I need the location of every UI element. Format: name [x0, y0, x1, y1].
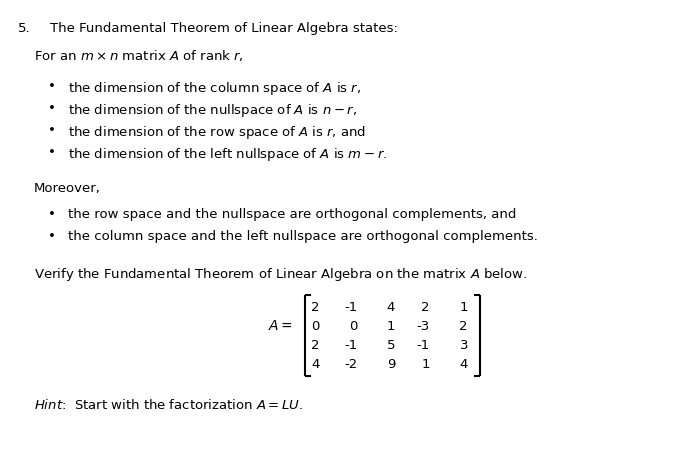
Text: •: •	[48, 124, 56, 137]
Text: 2: 2	[312, 301, 320, 314]
Text: the dimension of the row space of $A$ is $r$, and: the dimension of the row space of $A$ is…	[68, 124, 366, 141]
Text: For an $m \times n$ matrix $A$ of rank $r$,: For an $m \times n$ matrix $A$ of rank $…	[34, 48, 244, 63]
Text: 9: 9	[386, 358, 395, 371]
Text: Verify the Fundamental Theorem of Linear Algebra on the matrix $A$ below.: Verify the Fundamental Theorem of Linear…	[34, 266, 527, 283]
Text: 3: 3	[459, 339, 468, 352]
Text: 2: 2	[459, 320, 468, 333]
Text: Moreover,: Moreover,	[34, 182, 101, 195]
Text: the dimension of the nullspace of $A$ is $n - r$,: the dimension of the nullspace of $A$ is…	[68, 102, 357, 119]
Text: •: •	[48, 102, 56, 115]
Text: 4: 4	[312, 358, 320, 371]
Text: 0: 0	[312, 320, 320, 333]
Text: 2: 2	[421, 301, 430, 314]
Text: 1: 1	[386, 320, 395, 333]
Text: $\mathit{Hint}$:  Start with the factorization $A = LU$.: $\mathit{Hint}$: Start with the factoriz…	[34, 398, 303, 412]
Text: -1: -1	[344, 339, 358, 352]
Text: -1: -1	[416, 339, 430, 352]
Text: The Fundamental Theorem of Linear Algebra states:: The Fundamental Theorem of Linear Algebr…	[50, 22, 398, 35]
Text: -2: -2	[344, 358, 358, 371]
Text: 4: 4	[386, 301, 395, 314]
Text: $A = $: $A = $	[268, 320, 293, 334]
Text: the dimension of the column space of $A$ is $r$,: the dimension of the column space of $A$…	[68, 80, 361, 97]
Text: 5.: 5.	[18, 22, 31, 35]
Text: 1: 1	[459, 301, 468, 314]
Text: •: •	[48, 146, 56, 159]
Text: -3: -3	[416, 320, 430, 333]
Text: the dimension of the left nullspace of $A$ is $m - r$.: the dimension of the left nullspace of $…	[68, 146, 387, 163]
Text: the column space and the left nullspace are orthogonal complements.: the column space and the left nullspace …	[68, 230, 538, 243]
Text: -1: -1	[344, 301, 358, 314]
Text: 2: 2	[312, 339, 320, 352]
Text: •: •	[48, 80, 56, 93]
Text: 0: 0	[349, 320, 358, 333]
Text: •: •	[48, 230, 56, 243]
Text: 4: 4	[460, 358, 468, 371]
Text: •: •	[48, 208, 56, 221]
Text: 1: 1	[421, 358, 430, 371]
Text: 5: 5	[386, 339, 395, 352]
Text: the row space and the nullspace are orthogonal complements, and: the row space and the nullspace are orth…	[68, 208, 517, 221]
